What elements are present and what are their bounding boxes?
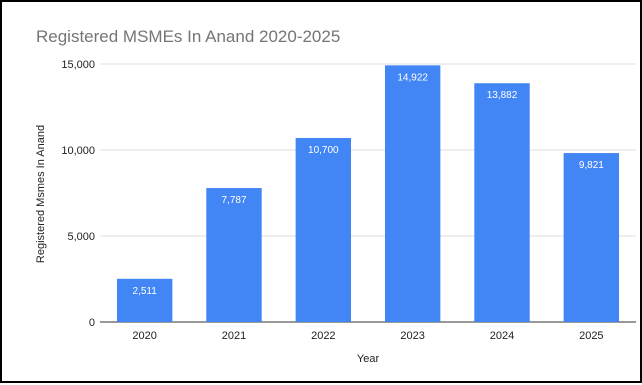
- x-tick-label: 2020: [132, 330, 156, 342]
- bar-value-label: 9,821: [579, 160, 604, 171]
- bar-2022: [295, 137, 352, 322]
- x-tick-label: 2023: [400, 330, 424, 342]
- bar-value-label: 13,882: [487, 90, 518, 101]
- bar-value-label: 7,787: [221, 195, 246, 206]
- x-axis-title: Year: [357, 353, 380, 365]
- bars: [116, 65, 620, 322]
- y-axis-title: Registered Msmes In Anand: [35, 125, 47, 263]
- gridlines: [100, 63, 636, 323]
- x-tick-label: 2024: [490, 330, 514, 342]
- bar-value-label: 10,700: [308, 145, 339, 156]
- x-axis-ticks: 2020 2021 2022 2023 2024 2025: [132, 330, 603, 342]
- bar-2024: [474, 83, 530, 322]
- y-tick-label: 15,000: [61, 59, 95, 71]
- bar-2025: [563, 153, 620, 322]
- chart-title: Registered MSMEs In Anand 2020-2025: [36, 27, 340, 46]
- y-axis-ticks: 0 5,000 10,000 15,000: [61, 59, 95, 329]
- bar-2021: [206, 188, 262, 322]
- x-tick-label: 2025: [579, 330, 603, 342]
- y-tick-label: 10,000: [61, 145, 95, 157]
- x-tick-label: 2022: [311, 330, 335, 342]
- y-tick-label: 5,000: [67, 231, 95, 243]
- x-tick-label: 2021: [222, 330, 246, 342]
- bar-value-label: 14,922: [397, 72, 428, 83]
- bar-data-labels: 2,511 7,787 10,700 14,922 13,882 9,821: [133, 72, 605, 296]
- y-tick-label: 0: [89, 317, 95, 329]
- bar-2020: [116, 278, 173, 322]
- bar-value-label: 2,511: [133, 286, 158, 297]
- bar-2023: [384, 65, 441, 322]
